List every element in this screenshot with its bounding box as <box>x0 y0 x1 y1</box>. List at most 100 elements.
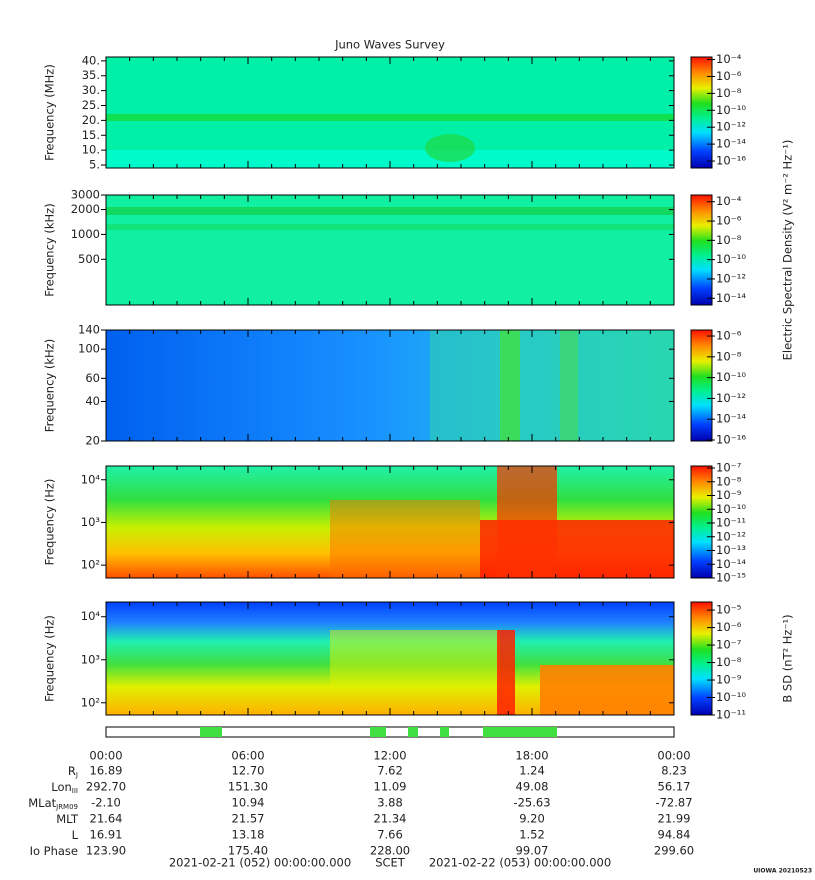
ephemeris-label: LonIII <box>51 780 78 796</box>
colorbar-tick-label: 10⁻⁴ <box>716 52 742 66</box>
colorbar-tick-label: 10⁻⁷ <box>716 461 742 475</box>
ephemeris-value: 3.88 <box>377 796 403 810</box>
ephemeris-value: 1.24 <box>519 764 545 778</box>
ephemeris-value: -25.63 <box>513 796 550 810</box>
ephemeris-label-sub: JRM09 <box>55 803 78 811</box>
ephemeris-label: Io Phase <box>30 844 78 858</box>
ephemeris-value: -2.10 <box>91 796 121 810</box>
colorbar-tick-label: 10⁻⁸ <box>716 474 742 488</box>
ephemeris-value: 99.07 <box>516 844 549 858</box>
y-tick-label: 10² <box>81 558 100 572</box>
colorbar-label: Electric Spectral Density (V² m⁻² Hz⁻¹) <box>781 140 795 361</box>
colorbar-label: B SD (nT² Hz⁻¹) <box>781 614 795 702</box>
y-tick-label: 60 <box>85 371 100 385</box>
y-tick-label: 35. <box>82 68 100 82</box>
ephemeris-value: 151.30 <box>228 780 268 794</box>
ephemeris-value: 10.94 <box>232 796 265 810</box>
y-tick-label: 20 <box>85 434 100 448</box>
y-axis-label: Frequency (Hz) <box>43 615 57 702</box>
footer-start: 2021-02-21 (052) 00:00:00.000 <box>169 856 351 870</box>
colorbar <box>690 194 713 306</box>
ephemeris-label-main: Lon <box>51 780 72 794</box>
ephemeris-value: 123.90 <box>86 844 126 858</box>
ephemeris-label: MLatJRM09 <box>28 796 78 812</box>
ephemeris-value: 94.84 <box>658 828 691 842</box>
colorbar-tick-label: 10⁻⁸ <box>716 655 742 669</box>
y-tick-label: 10³ <box>81 515 101 529</box>
colorbar-tick-label: 10⁻¹⁶ <box>716 154 746 168</box>
footer-end: 2021-02-22 (053) 00:00:00.000 <box>429 856 611 870</box>
y-tick-label: 10⁴ <box>81 609 101 623</box>
colorbar-tick-label: 10⁻¹² <box>716 120 746 134</box>
colorbar-tick-label: 10⁻¹⁴ <box>716 557 746 571</box>
colorbar-tick-label: 10⁻¹² <box>716 391 746 405</box>
ephemeris-value: 49.08 <box>516 780 549 794</box>
ephemeris-value: 9.20 <box>519 812 545 826</box>
colorbar-tick-label: 10⁻⁷ <box>716 638 742 652</box>
footer-middle: SCET <box>375 856 406 870</box>
ephemeris-label-main: Io Phase <box>30 844 78 858</box>
colorbar-tick-label: 10⁻¹⁶ <box>716 432 746 446</box>
colorbar-tick-label: 10⁻¹² <box>716 529 746 543</box>
time-tick-label: 06:00 <box>231 749 264 763</box>
coverage-bar <box>105 726 675 738</box>
y-tick-label: 10⁴ <box>81 472 101 486</box>
ephemeris-value: 13.18 <box>232 828 265 842</box>
ephemeris-value: 21.57 <box>232 812 265 826</box>
ephemeris-label-main: L <box>72 828 79 842</box>
y-tick-label: 40 <box>85 394 100 408</box>
colorbar-tick-label: 10⁻⁴ <box>716 194 742 208</box>
colorbar <box>690 601 713 716</box>
ephemeris-value: 16.89 <box>90 764 123 778</box>
ephemeris-value: 299.60 <box>654 844 694 858</box>
y-axis-label: Frequency (kHz) <box>43 339 57 432</box>
y-tick-label: 20. <box>82 113 100 127</box>
ephemeris-label-main: MLat <box>28 796 56 810</box>
y-tick-label: 500 <box>78 252 100 266</box>
ephemeris-value: 21.64 <box>90 812 123 826</box>
ephemeris-value: 292.70 <box>86 780 126 794</box>
colorbar-tick-label: 10⁻¹⁴ <box>716 291 746 305</box>
y-tick-label: 100 <box>78 342 100 356</box>
y-axis-label: Frequency (kHz) <box>43 203 57 296</box>
ephemeris-label-sub: III <box>72 787 78 795</box>
colorbar <box>690 465 713 579</box>
ephemeris-value: 11.09 <box>374 780 407 794</box>
colorbar-tick-label: 10⁻¹⁴ <box>716 412 746 426</box>
y-tick-label: 15. <box>82 128 100 142</box>
y-tick-label: 10² <box>81 695 100 709</box>
ephemeris-label-main: MLT <box>56 812 79 826</box>
y-tick-label: 30. <box>82 83 100 97</box>
colorbar-tick-label: 10⁻¹⁰ <box>716 370 746 384</box>
plot-title: Juno Waves Survey <box>334 38 445 52</box>
ephemeris-value: 56.17 <box>658 780 691 794</box>
colorbar-tick-label: 10⁻⁸ <box>716 86 742 100</box>
y-tick-label: 2000 <box>71 202 100 216</box>
y-tick-label: 10³ <box>81 652 101 666</box>
colorbar-tick-label: 10⁻⁶ <box>716 214 742 228</box>
spectrogram-images <box>106 57 674 715</box>
credit: UIOWA 20210523 <box>753 868 812 875</box>
ephemeris-label: MLT <box>56 812 79 826</box>
colorbar-tick-label: 10⁻⁹ <box>716 488 742 502</box>
colorbar-tick-label: 10⁻¹⁰ <box>716 502 746 516</box>
colorbar-tick-label: 10⁻¹³ <box>716 543 746 557</box>
time-tick-label: 18:00 <box>515 749 548 763</box>
colorbar-tick-label: 10⁻⁵ <box>716 603 742 617</box>
y-tick-label: 40. <box>82 53 100 67</box>
y-axis-label: Frequency (Hz) <box>43 479 57 566</box>
ephemeris-value: 1.52 <box>519 828 545 842</box>
time-tick-label: 00:00 <box>89 749 122 763</box>
colorbar <box>690 56 713 169</box>
time-tick-label: 12:00 <box>373 749 406 763</box>
ephemeris-label: RJ <box>68 764 78 780</box>
y-tick-label: 5. <box>89 158 100 172</box>
ephemeris-value: 21.99 <box>658 812 691 826</box>
ephemeris-label: L <box>72 828 79 842</box>
colorbar-tick-label: 10⁻⁶ <box>716 620 742 634</box>
y-tick-label: 10. <box>82 143 100 157</box>
colorbar-tick-label: 10⁻¹⁰ <box>716 252 746 266</box>
y-axis-label: Frequency (MHz) <box>43 64 57 161</box>
ephemeris-value: 228.00 <box>370 844 410 858</box>
